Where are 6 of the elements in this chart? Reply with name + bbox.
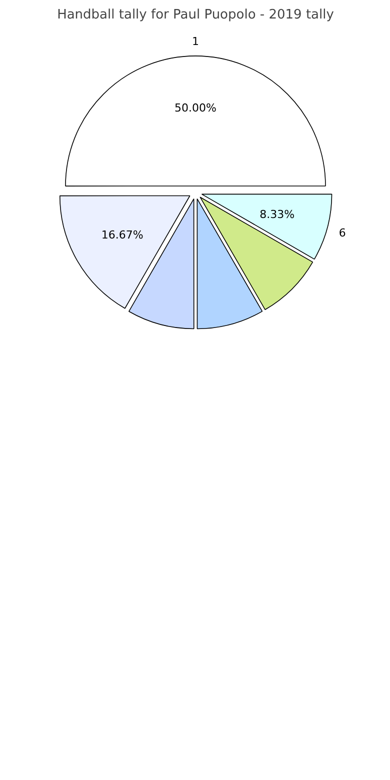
data-label: 8.33% xyxy=(260,208,295,221)
data-label: 50.00% xyxy=(174,102,216,115)
chart-title: Handball tally for Paul Puopolo - 2019 tally xyxy=(57,8,334,22)
slice-label: 6 xyxy=(338,226,346,240)
data-label: 16.67% xyxy=(101,228,144,242)
slice-label: 1 xyxy=(192,34,199,48)
